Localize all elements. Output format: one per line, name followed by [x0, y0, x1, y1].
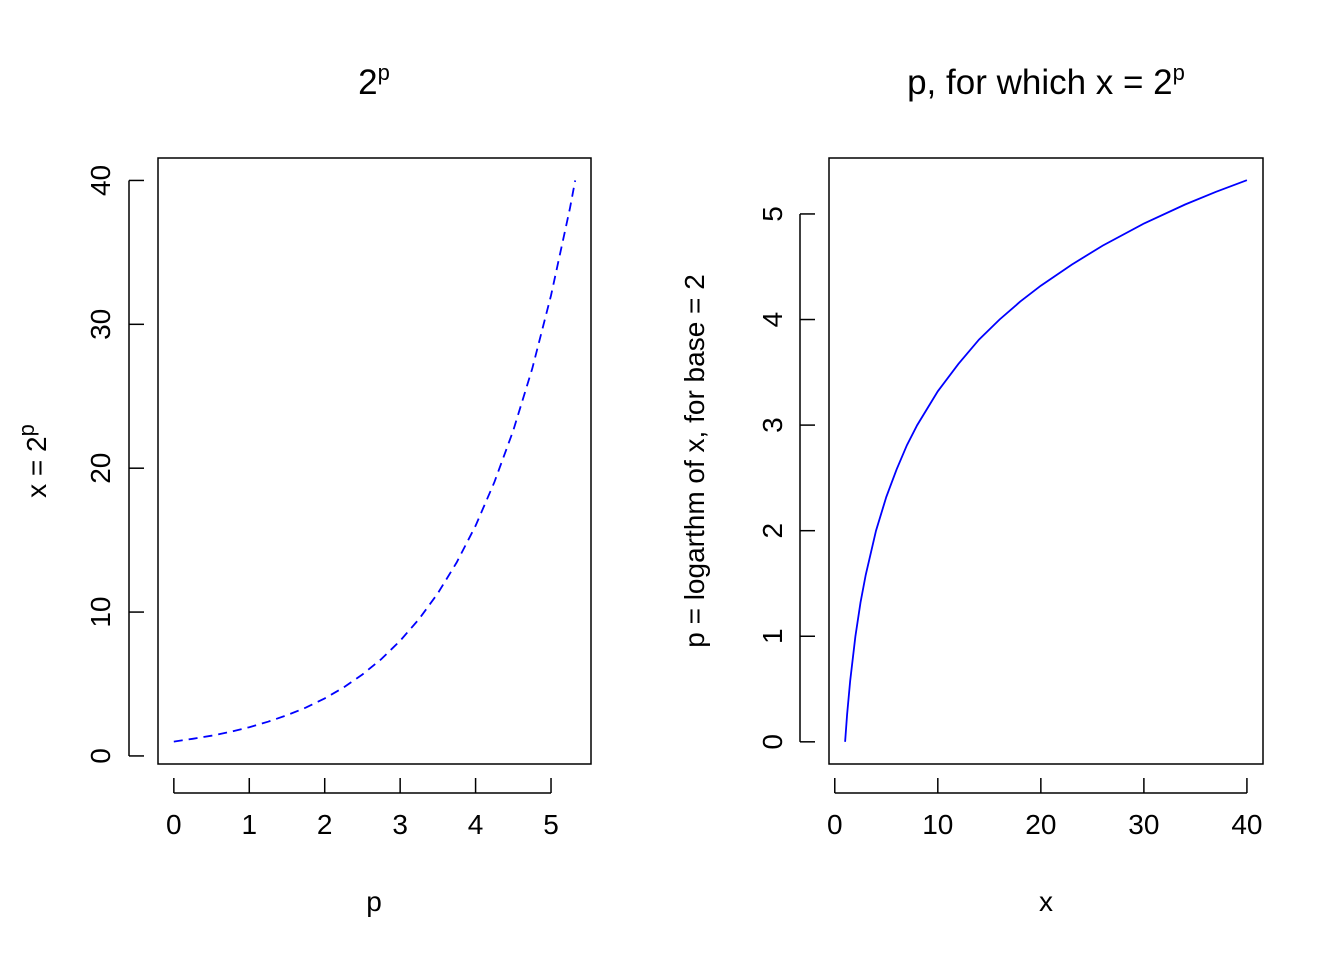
y-tick-label: 30 — [85, 309, 116, 340]
series-line — [173, 180, 577, 743]
chart-title-superscript: p — [378, 60, 390, 85]
y-tick-label: 0 — [85, 748, 116, 764]
series-line — [844, 179, 1248, 742]
x-tick-label: 20 — [1025, 809, 1056, 840]
y-axis-label: x = 2p — [14, 424, 52, 498]
chart-title-superscript: p — [1173, 60, 1185, 85]
y-tick-label: 20 — [85, 453, 116, 484]
plot-frame — [828, 157, 1264, 765]
y-axis-label-text: x = 2 — [21, 436, 52, 497]
y-tick-label: 10 — [85, 596, 116, 627]
chart-title: 2p — [358, 60, 390, 102]
x-tick-label: 2 — [317, 809, 333, 840]
y-axis-label: p = logarthm of x, for base = 2 — [679, 274, 710, 648]
y-tick-label: 0 — [757, 734, 788, 750]
x-tick-label: 1 — [241, 809, 257, 840]
right-panel-logarithm: p, for which x = 2p 0 10 20 30 40 x 0 1 2 3 4 5 p = l… — [679, 60, 1264, 917]
x-tick-label: 0 — [166, 809, 182, 840]
y-tick-label: 2 — [757, 523, 788, 539]
x-axis-label: x — [1039, 886, 1053, 917]
x-tick-label: 4 — [468, 809, 484, 840]
y-tick-label: 3 — [757, 417, 788, 433]
x-tick-label: 0 — [827, 809, 843, 840]
x-tick-label: 5 — [543, 809, 559, 840]
y-tick-label: 4 — [757, 312, 788, 328]
y-tick-label: 5 — [757, 206, 788, 222]
y-axis-label-superscript: p — [14, 424, 39, 436]
y-axis-label-text: p = logarthm of x, for base = 2 — [679, 274, 710, 648]
y-tick-label: 40 — [85, 165, 116, 196]
chart-title-text: p, for which x = 2 — [907, 63, 1173, 102]
chart-title: p, for which x = 2p — [907, 60, 1185, 102]
y-tick-label: 1 — [757, 628, 788, 644]
x-tick-label: 3 — [392, 809, 408, 840]
x-tick-label: 40 — [1231, 809, 1262, 840]
x-axis-label: p — [366, 886, 382, 917]
chart-title-text: 2 — [358, 63, 377, 102]
x-tick-label: 10 — [922, 809, 953, 840]
x-tick-label: 30 — [1128, 809, 1159, 840]
plot-frame — [157, 157, 592, 765]
